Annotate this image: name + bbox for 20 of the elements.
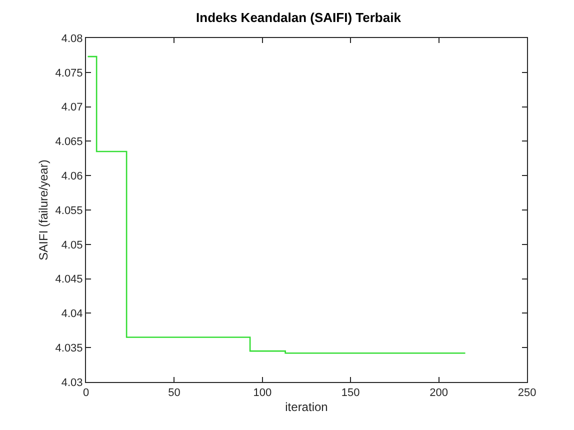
x-tick-label: 0 <box>82 387 90 400</box>
x-tick-label: 250 <box>518 387 536 400</box>
chart-title: Indeks Keandalan (SAIFI) Terbaik <box>196 10 402 25</box>
y-axis-title: SAIFI (failure/year) <box>36 160 51 260</box>
y-tick-label: 4.045 <box>55 274 83 286</box>
x-tick-label: 200 <box>430 387 448 400</box>
y-tick-label: 4.05 <box>61 239 83 252</box>
y-tick-label: 4.04 <box>61 308 83 320</box>
x-tick-label: 150 <box>341 387 360 400</box>
x-tick-label: 50 <box>168 387 180 400</box>
y-tick-label: 4.035 <box>55 342 83 354</box>
y-tick-label: 4.07 <box>61 102 83 114</box>
x-tick-label: 100 <box>253 387 272 400</box>
y-tick-label: 4.075 <box>55 67 83 80</box>
y-tick-label: 4.065 <box>55 136 83 148</box>
x-axis-title: iteration <box>285 400 328 414</box>
y-tick-label: 4.08 <box>61 32 83 45</box>
y-tick-label: 4.06 <box>61 170 83 182</box>
y-tick-label: 4.055 <box>55 204 83 217</box>
y-tick-label: 4.03 <box>61 376 83 389</box>
